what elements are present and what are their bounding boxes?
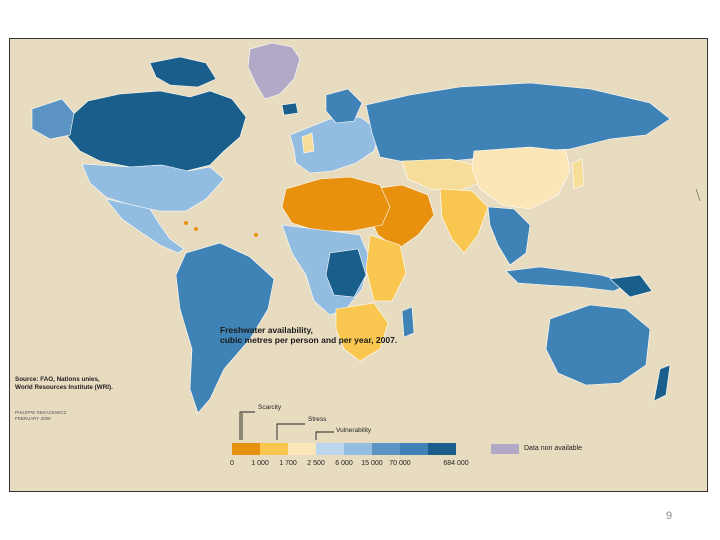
vulnerability-label: Vulnerability bbox=[336, 427, 372, 434]
scale-swatch bbox=[344, 443, 372, 455]
madagascar bbox=[401, 306, 415, 338]
scale-swatch bbox=[400, 443, 428, 455]
credit: PHILIPPE REKACEWICZ FEBRUARY 2008 bbox=[15, 410, 95, 422]
legend-title-line2: cubic metres per person and per year, 20… bbox=[220, 335, 398, 345]
scale-tick-label: 6 000 bbox=[335, 460, 353, 467]
southern-africa bbox=[335, 302, 389, 362]
japan bbox=[571, 158, 585, 190]
page-number: 9 bbox=[666, 510, 673, 522]
arctic-islands bbox=[149, 56, 217, 88]
alaska bbox=[31, 98, 75, 140]
greenland bbox=[247, 42, 301, 100]
southeast-asia bbox=[487, 206, 531, 266]
color-scale bbox=[232, 443, 456, 455]
russia bbox=[365, 82, 671, 164]
scale-tick-label: 15 000 bbox=[361, 460, 383, 467]
map-frame bbox=[9, 38, 708, 492]
south-america bbox=[175, 242, 275, 414]
credit-line2: FEBRUARY 2008 bbox=[15, 416, 51, 421]
scale-swatch bbox=[372, 443, 400, 455]
china bbox=[471, 146, 571, 210]
no-data-label: Data non available bbox=[524, 445, 582, 452]
new-zealand bbox=[653, 364, 671, 402]
scandinavia bbox=[325, 88, 363, 124]
scale-tick-label: 2 500 bbox=[307, 460, 325, 467]
scale-tick-label: 1 700 bbox=[279, 460, 297, 467]
iceland bbox=[281, 102, 299, 116]
scarcity-label: Scarcity bbox=[258, 404, 282, 411]
world-map bbox=[31, 42, 701, 414]
congo-basin bbox=[325, 248, 367, 298]
source-line2: World Resources Institute (WRI). bbox=[15, 384, 113, 391]
canada bbox=[67, 90, 247, 172]
scale-swatch bbox=[288, 443, 316, 455]
scale-tick-label: 70 000 bbox=[389, 460, 411, 467]
uk bbox=[301, 132, 315, 154]
usa bbox=[81, 163, 225, 212]
credit-line1: PHILIPPE REKACEWICZ bbox=[15, 410, 67, 415]
scale-swatch bbox=[232, 443, 260, 455]
scale-tick-label: 0 bbox=[230, 460, 234, 467]
scale-swatch bbox=[260, 443, 288, 455]
new-guinea bbox=[609, 274, 653, 298]
stress-label: Stress bbox=[308, 416, 327, 423]
australia bbox=[545, 304, 651, 386]
legend-title-line1: Freshwater availability, bbox=[220, 325, 313, 335]
central-asia bbox=[401, 158, 481, 192]
east-africa bbox=[365, 234, 407, 302]
scale-swatch bbox=[316, 443, 344, 455]
source-note: Source: FAO, Nations unies, World Resour… bbox=[15, 376, 155, 392]
mexico bbox=[105, 198, 185, 254]
scale-tick-label: 684 000 bbox=[443, 460, 469, 467]
north-africa bbox=[281, 176, 391, 232]
scale-swatch bbox=[428, 443, 456, 455]
india bbox=[439, 188, 489, 254]
scale-tick-label: 1 000 bbox=[251, 460, 269, 467]
legend-title: Freshwater availability, cubic metres pe… bbox=[220, 325, 480, 345]
source-line1: Source: FAO, Nations unies, bbox=[15, 376, 100, 383]
europe bbox=[289, 116, 381, 174]
no-data-swatch bbox=[491, 444, 519, 454]
